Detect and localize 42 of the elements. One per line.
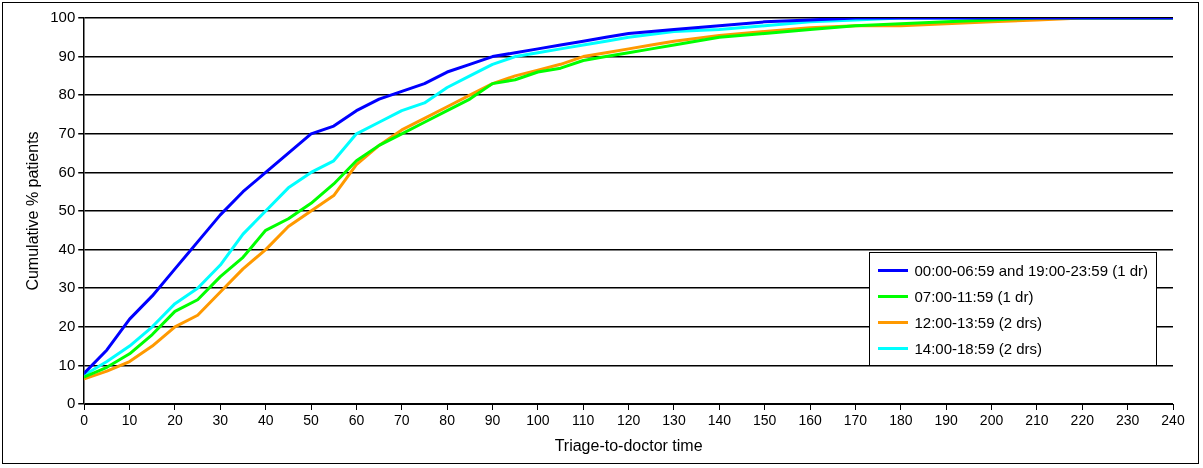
x-tick-label: 80 xyxy=(439,412,456,429)
y-tick-label: 60 xyxy=(58,162,76,180)
x-tick-label: 50 xyxy=(303,412,320,429)
legend-label: 00:00-06:59 and 19:00-23:59 (1 dr) xyxy=(914,261,1148,279)
x-tick-label: 40 xyxy=(257,412,274,429)
x-tick-label: 220 xyxy=(1070,412,1095,429)
x-axis-title: Triage-to-doctor time xyxy=(554,436,703,454)
x-tick-label: 160 xyxy=(798,412,822,429)
x-tick-label: 70 xyxy=(394,412,410,429)
x-tick-label: 100 xyxy=(526,412,550,429)
x-tick-label: 180 xyxy=(889,412,913,429)
x-tick-label: 130 xyxy=(662,412,686,429)
x-tick-label: 120 xyxy=(616,412,641,429)
y-tick-label: 10 xyxy=(58,355,76,373)
x-tick-label: 190 xyxy=(934,412,959,429)
y-axis-title: Cumulative % patients xyxy=(24,131,42,291)
x-tick-label: 60 xyxy=(348,412,365,429)
legend-label: 12:00-13:59 (2 drs) xyxy=(914,313,1043,331)
y-tick-label: 90 xyxy=(58,46,76,64)
x-tick-label: 20 xyxy=(167,412,183,429)
y-tick-label: 80 xyxy=(58,85,76,103)
x-tick-label: 170 xyxy=(843,412,868,429)
x-tick-label: 150 xyxy=(753,412,777,429)
x-tick-label: 140 xyxy=(707,412,732,429)
x-tick-label: 30 xyxy=(212,412,229,429)
x-tick-label: 0 xyxy=(80,412,89,429)
y-tick-label: 40 xyxy=(58,239,76,257)
x-tick-label: 200 xyxy=(979,412,1004,429)
y-tick-label: 70 xyxy=(58,123,76,141)
x-tick-label: 110 xyxy=(572,412,595,429)
x-tick-label: 90 xyxy=(484,412,501,429)
x-tick-label: 210 xyxy=(1025,412,1049,429)
x-tick-label: 240 xyxy=(1161,412,1185,429)
y-tick-label: 50 xyxy=(58,201,76,219)
legend-label: 07:00-11:59 (1 dr) xyxy=(914,287,1034,305)
y-tick-label: 30 xyxy=(58,278,76,296)
y-tick-label: 100 xyxy=(50,8,76,26)
y-tick-label: 20 xyxy=(58,316,76,334)
x-tick-label: 230 xyxy=(1115,412,1140,429)
x-tick-label: 10 xyxy=(121,412,138,429)
legend-label: 14:00-18:59 (2 drs) xyxy=(914,339,1043,357)
y-tick-label: 0 xyxy=(66,394,76,412)
